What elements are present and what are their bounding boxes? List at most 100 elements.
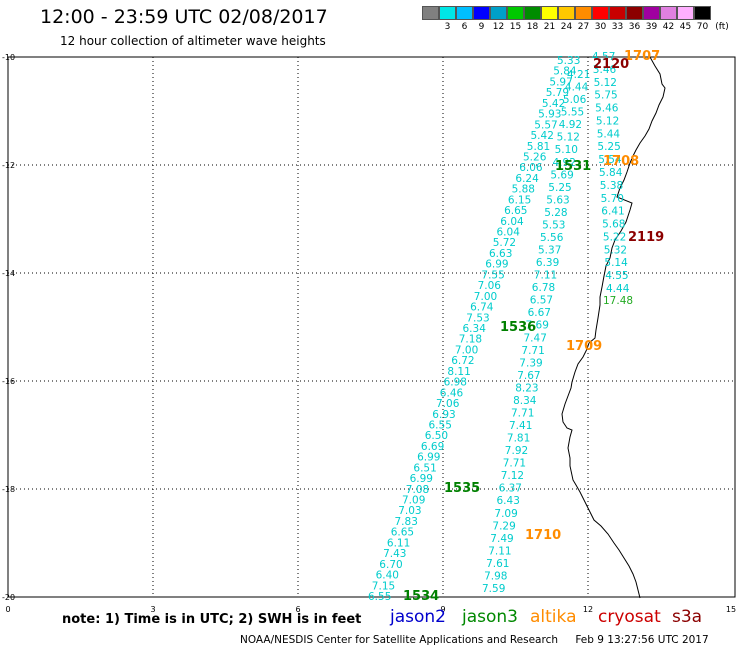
swh-value: 6.99 — [485, 259, 508, 271]
legend-note: note: 1) Time is in UTC; 2) SWH is in fe… — [62, 612, 362, 627]
colorbar-labels: 3 6 9 12 15 18 21 24 27 30 33 36 39 42 45 70 (ft) — [422, 22, 733, 32]
pass-time-label: 2120 — [593, 57, 629, 72]
swh-value: 7.15 — [372, 580, 395, 592]
swh-value: 5.25 — [548, 182, 571, 194]
y-tick-label: -12 — [2, 161, 15, 170]
swh-value: 4.57 — [592, 51, 615, 63]
swh-value: 7.98 — [484, 571, 507, 583]
swh-value: 6.72 — [451, 355, 474, 367]
colorbar-label: 30 — [594, 22, 607, 32]
swh-value: 6.50 — [425, 430, 448, 442]
swh-value: 6.57 — [530, 295, 553, 307]
swh-value: 6.67 — [528, 307, 551, 319]
colorbar-swatch — [456, 6, 473, 20]
swh-value: 5.97 — [549, 76, 572, 88]
swh-value: 7.67 — [517, 370, 540, 382]
colorbar-unit: (ft) — [715, 22, 729, 32]
swh-value: 7.00 — [474, 291, 497, 303]
footer-credit: NOAA/NESDIS Center for Satellite Applica… — [240, 634, 558, 646]
x-tick-label: 9 — [440, 605, 445, 614]
swh-value: 7.92 — [505, 445, 528, 457]
swh-value: 6.63 — [489, 248, 512, 260]
swh-value: 6.39 — [536, 257, 559, 269]
swh-value: 6.70 — [379, 559, 402, 571]
swh-value: 5.57 — [534, 119, 557, 131]
colorbar-label: 39 — [645, 22, 658, 32]
swh-value: 5.84 — [599, 167, 623, 179]
swh-value: 6.78 — [532, 282, 555, 294]
swh-value: 8.23 — [515, 382, 538, 394]
swh-value: 5.37 — [538, 245, 561, 257]
colorbar-label: 15 — [509, 22, 522, 32]
swh-value: 7.61 — [486, 558, 509, 570]
colorbar-label: 27 — [577, 22, 590, 32]
swh-value: 5.22 — [603, 231, 626, 243]
swh-value: 7.59 — [482, 583, 505, 595]
swh-value: 5.68 — [602, 219, 625, 231]
map-title: 12:00 - 23:59 UTC 02/08/2017 — [40, 6, 328, 28]
swh-value: 6.06 — [519, 162, 543, 174]
swh-value: 5.38 — [600, 180, 623, 192]
pass-time-label: 1707 — [624, 49, 660, 64]
swh-value: 6.65 — [504, 205, 527, 217]
swh-value: 7.71 — [511, 408, 534, 420]
pass-time-label: 1708 — [603, 154, 639, 169]
swh-value: 6.99 — [410, 473, 433, 485]
swh-value: 6.69 — [421, 441, 444, 453]
footer: NOAA/NESDIS Center for Satellite Applica… — [240, 634, 709, 646]
colorbar-label: 21 — [543, 22, 556, 32]
pass-time-label: 1531 — [555, 159, 591, 174]
x-tick-label: 3 — [150, 605, 155, 614]
swh-value: 4.92 — [553, 157, 576, 169]
swh-value: 5.28 — [544, 207, 567, 219]
swh-value: 4.21 — [567, 69, 590, 81]
map-subtitle: 12 hour collection of altimeter wave hei… — [60, 34, 326, 48]
swh-value: 6.04 — [497, 227, 521, 239]
swh-value: 6.98 — [444, 377, 467, 389]
swh-value: 6.55 — [368, 591, 391, 603]
colorbar-swatch — [558, 6, 575, 20]
swh-value: 7.71 — [521, 345, 544, 357]
swh-value: 5.25 — [597, 141, 620, 153]
swh-value: 5.42 — [531, 130, 554, 142]
swh-value: 5.84 — [553, 66, 577, 78]
swh-value: 5.55 — [561, 107, 584, 119]
swh-value: 7.06 — [478, 280, 502, 292]
swh-value: 7.43 — [383, 548, 406, 560]
colorbar-spacer — [422, 22, 439, 32]
swh-value: 5.32 — [604, 244, 627, 256]
swh-value: 6.04 — [500, 216, 524, 228]
swh-value: 5.46 — [595, 103, 619, 115]
swh-value: 7.49 — [490, 533, 513, 545]
swh-value: 4.44 — [565, 82, 589, 94]
swh-value: 7.41 — [509, 420, 532, 432]
x-tick-label: 6 — [295, 605, 300, 614]
colorbar-swatch — [541, 6, 558, 20]
swh-value: 6.41 — [601, 206, 624, 218]
colorbar-swatch — [439, 6, 456, 20]
swh-value: 7.55 — [481, 269, 504, 281]
mission-altika: altika — [530, 607, 577, 627]
colorbar-swatch — [507, 6, 524, 20]
swh-value: 5.26 — [523, 152, 547, 164]
swh-value: 7.12 — [501, 470, 524, 482]
colorbar-swatch — [694, 6, 711, 20]
swh-value: 6.15 — [508, 194, 531, 206]
x-tick-label: 15 — [726, 605, 736, 614]
swh-value: 5.06 — [563, 94, 587, 106]
swh-value: 7.00 — [455, 344, 478, 356]
colorbar-label: 24 — [560, 22, 573, 32]
pass-time-label: 1534 — [403, 589, 439, 604]
swh-value: 5.53 — [542, 219, 565, 231]
swh-value: 5.44 — [597, 128, 621, 140]
mission-s3a: s3a — [672, 607, 703, 627]
swh-value: 5.12 — [557, 132, 580, 144]
swh-value: 5.54 — [598, 154, 622, 166]
mission-jason2: jason2 — [390, 607, 446, 627]
swh-value: 5.88 — [512, 184, 535, 196]
mission-cryosat: cryosat — [598, 607, 661, 627]
swh-value: 7.71 — [503, 458, 526, 470]
swh-value: 5.93 — [538, 109, 561, 121]
map-frame — [7, 56, 736, 598]
